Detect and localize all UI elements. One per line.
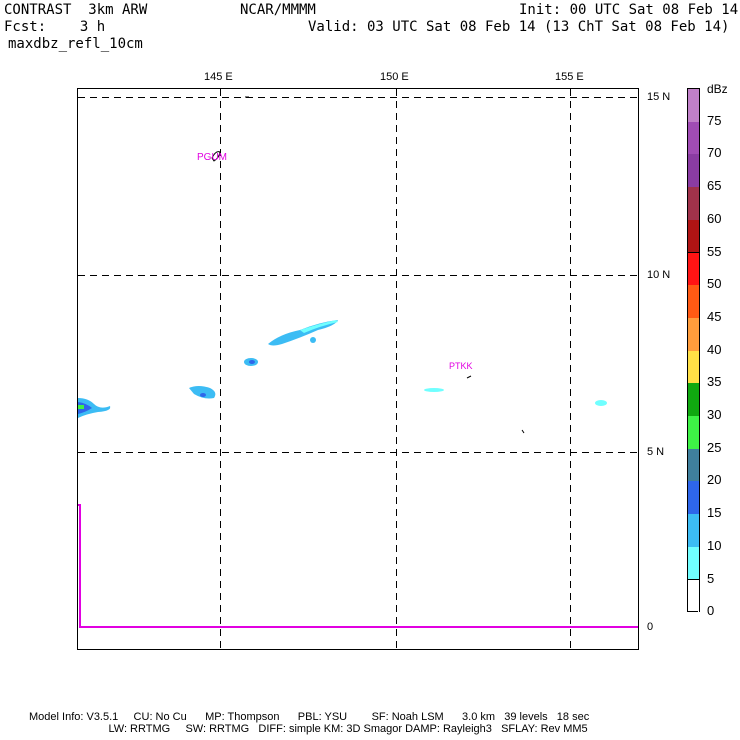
- echo-cell: [424, 388, 444, 392]
- colorbar-level-label: 70: [707, 145, 722, 161]
- kosrae-island: [521, 429, 525, 434]
- model-title: CONTRAST 3km ARW: [4, 2, 148, 18]
- lat-label-0: 0: [647, 621, 654, 633]
- colorbar-swatch: [687, 349, 700, 384]
- echo-cell-west: [78, 398, 111, 418]
- colorbar-level-label: 75: [707, 112, 722, 128]
- colorbar-swatch: [687, 284, 700, 318]
- lon-label-150e: 150 E: [380, 71, 409, 83]
- field-name: maxdbz_refl_10cm: [8, 36, 143, 52]
- colorbar-level-label: 40: [707, 341, 722, 357]
- colorbar-swatch: [687, 88, 700, 122]
- colorbar-level-label: 5: [707, 570, 715, 586]
- model-info-line1: Model Info: V3.5.1 CU: No Cu MP: Thompso…: [29, 711, 590, 723]
- station-label-ptkk: PTKK: [449, 361, 473, 371]
- colorbar-swatch: [687, 578, 700, 613]
- echo-cell: [189, 386, 216, 399]
- colorbar-swatch: [687, 186, 700, 220]
- colorbar-level-label: 25: [707, 439, 722, 455]
- colorbar-swatch: [687, 120, 700, 155]
- colorbar-level-label: 0: [707, 603, 715, 619]
- colorbar-level-label: 10: [707, 537, 722, 553]
- model-info-line2: LW: RRTMG SW: RRTMG DIFF: simple KM: 3D …: [29, 723, 588, 735]
- colorbar-swatch: [687, 480, 700, 515]
- reflectivity-echoes: [78, 320, 607, 418]
- colorbar-level-label: 50: [707, 276, 722, 292]
- graticule: [78, 89, 638, 649]
- echo-cell: [595, 400, 607, 406]
- echo-peak-west: [78, 405, 84, 409]
- organization-label: NCAR/MMMM: [240, 2, 316, 18]
- echo-cell: [310, 337, 316, 343]
- colorbar-swatch: [687, 153, 700, 188]
- lat-label-10n: 10 N: [647, 269, 671, 281]
- pohnpei-island: [466, 375, 472, 379]
- echo-core: [200, 393, 206, 397]
- colorbar-level-label: 45: [707, 308, 722, 324]
- colorbar-swatch: [687, 382, 700, 416]
- domain-boundary: [78, 504, 638, 628]
- echo-band-edge: [300, 320, 338, 333]
- colorbar-swatch: [687, 513, 700, 547]
- colorbar-level-label: 55: [707, 243, 722, 259]
- lat-label-5n: 5 N: [647, 446, 665, 458]
- forecast-hour: Fcst: 3 h: [4, 19, 106, 35]
- echo-core: [249, 360, 255, 364]
- lon-label-155e: 155 E: [555, 71, 584, 83]
- lon-label-145e: 145 E: [204, 71, 233, 83]
- colorbar-level-label: 20: [707, 472, 722, 488]
- colorbar-swatch: [687, 545, 700, 580]
- init-time: Init: 00 UTC Sat 08 Feb 14: [519, 2, 739, 18]
- lat-label-15n: 15 N: [647, 91, 671, 103]
- colorbar-level-label: 60: [707, 210, 722, 226]
- colorbar-level-label: 65: [707, 178, 722, 194]
- colorbar-unit: dBz: [707, 82, 728, 96]
- coastlines: [211, 96, 525, 434]
- map-frame: [77, 88, 639, 650]
- colorbar-level-label: 35: [707, 374, 722, 390]
- colorbar-swatch: [687, 251, 700, 286]
- colorbar-swatch: [687, 316, 700, 351]
- colorbar-swatch: [687, 447, 700, 482]
- colorbar-swatch: [687, 218, 700, 253]
- colorbar-swatch: [687, 415, 700, 449]
- valid-time: Valid: 03 UTC Sat 08 Feb 14 (13 ChT Sat …: [308, 19, 730, 35]
- colorbar-level-label: 15: [707, 505, 722, 521]
- guam-island: [211, 151, 221, 162]
- station-label-pgum: PGUM: [197, 152, 227, 163]
- colorbar-bottom-edge: [687, 611, 698, 613]
- colorbar-level-label: 30: [707, 407, 722, 422]
